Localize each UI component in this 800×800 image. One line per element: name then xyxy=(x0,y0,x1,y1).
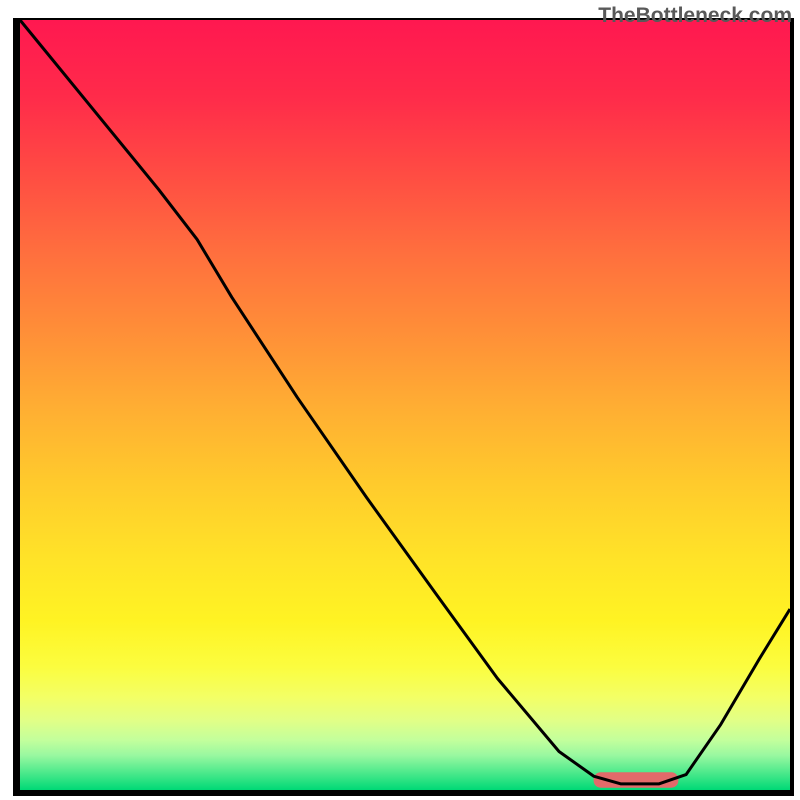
plot-background xyxy=(20,20,790,790)
chart-svg xyxy=(0,0,800,800)
watermark-text: TheBottleneck.com xyxy=(598,4,792,28)
chart-stage: TheBottleneck.com xyxy=(0,0,800,800)
